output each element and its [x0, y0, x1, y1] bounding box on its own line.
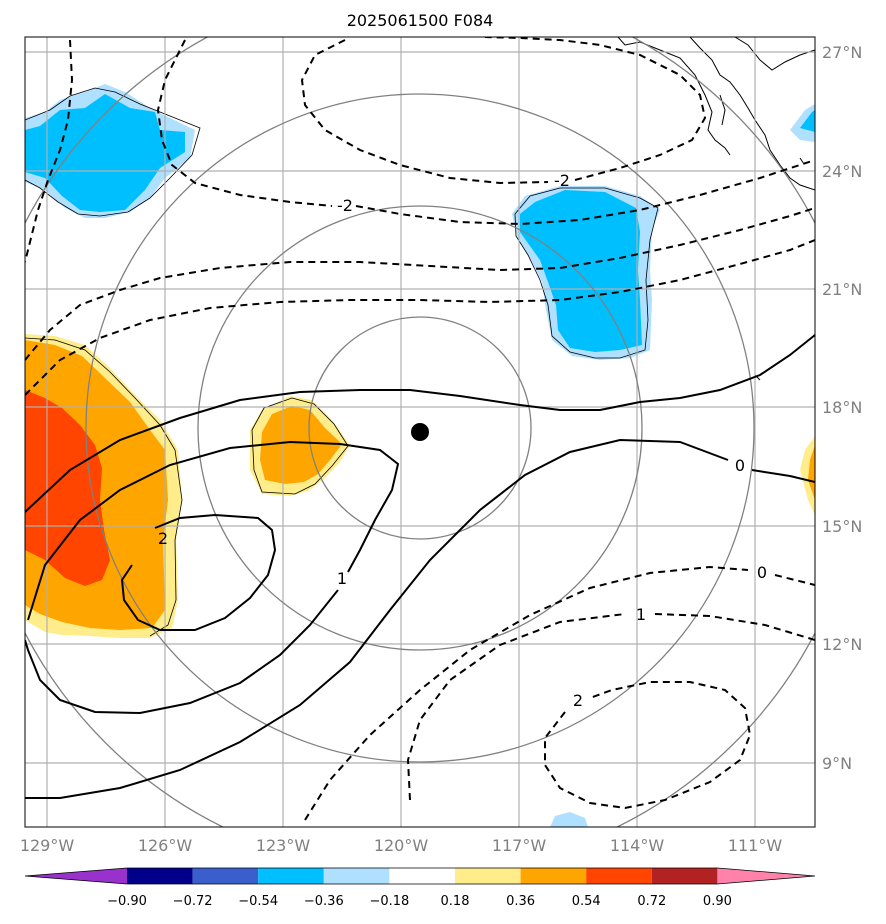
storm-center-marker: [411, 423, 429, 441]
contour-zero-solid-east: [25, 438, 729, 799]
colorbar-tick-label: −0.36: [304, 894, 344, 909]
contour-label-zero-east: 0: [735, 456, 745, 475]
y-tick-label: 24°N: [822, 162, 862, 181]
x-tick-label: 120°W: [374, 836, 429, 855]
positive-anomaly-east-edge-light: [800, 436, 815, 515]
colorbar-tick-label: 0.90: [703, 894, 732, 909]
x-tick-label: 129°W: [20, 836, 75, 855]
negative-anomaly-top-right-core: [800, 110, 815, 132]
contour-label-one-southeast: 1: [636, 605, 646, 624]
x-axis-labels: 129°W 126°W 123°W 120°W 117°W 114°W 111°…: [20, 836, 783, 855]
y-tick-label: 27°N: [822, 43, 862, 62]
x-tick-label: 114°W: [610, 836, 665, 855]
colorbar-tick-label: 0.72: [637, 894, 666, 909]
colorbar-segment: [192, 868, 259, 884]
colorbar-extend-left: [25, 868, 127, 884]
colorbar-tick-label: −0.90: [107, 894, 147, 909]
negative-anomaly-top-right: [790, 104, 815, 142]
colorbar-tick-label: 0.18: [441, 894, 470, 909]
plot-frame: [24, 36, 816, 828]
contour-two-dashed-se: [544, 681, 752, 810]
contour-neg-dashed-2: [156, 39, 333, 207]
colorbar-segment: [323, 868, 390, 884]
negative-anomaly-bottom: [550, 812, 588, 827]
negative-anomaly-northwest-outline: [25, 87, 201, 217]
negative-anomaly-east-outline: [514, 187, 659, 359]
y-tick-label: 18°N: [822, 398, 862, 417]
y-tick-label: 15°N: [822, 517, 862, 536]
x-tick-label: 126°W: [138, 836, 193, 855]
positive-anomaly-east-edge: [808, 445, 815, 500]
colorbar-segment: [389, 868, 455, 884]
colorbar-segment: [651, 868, 718, 884]
y-tick-label: 21°N: [822, 280, 862, 299]
colorbar-tick-label: 0.36: [506, 894, 535, 909]
negative-anomaly-east: [520, 190, 642, 352]
contour-one-dashed-se: [406, 613, 626, 801]
negative-anomaly-northwest: [25, 94, 185, 212]
colorbar-tick-label: −0.54: [238, 894, 278, 909]
x-tick-label: 117°W: [492, 836, 547, 855]
contour-zero-dashed-seb: [774, 574, 815, 586]
shaded-anomalies: [25, 84, 815, 827]
contour-zero-solid-eastb: [751, 469, 815, 483]
contour-label-neg2-north: -2: [337, 196, 353, 215]
x-tick-label: 111°W: [728, 836, 783, 855]
positive-anomaly-center-outline: [251, 397, 349, 495]
colorbar-tick-label: −0.18: [369, 894, 409, 909]
contour-neg-dashed-3: [300, 39, 549, 185]
contour-lines: [25, 37, 815, 821]
x-tick-label: 123°W: [256, 836, 311, 855]
contour-neg-dashed-5: [25, 239, 815, 396]
contour-labels: -2 -2 0 0 1 1 2 2: [158, 171, 767, 710]
colorbar-segment: [520, 868, 587, 884]
contour-label-zero-southeast: 0: [757, 563, 767, 582]
contour-label-one-west: 1: [337, 569, 347, 588]
contour-zero-dashed-se: [304, 565, 749, 821]
y-axis-labels: 27°N 24°N 21°N 18°N 15°N 12°N 9°N: [822, 43, 862, 773]
colorbar: −0.90 −0.72 −0.54 −0.36 −0.18 0.18 0.36 …: [24, 867, 816, 909]
colorbar-segment: [455, 868, 521, 884]
contour-two-solid-west: [120, 513, 277, 631]
contour-label-neg2-northeast: -2: [554, 171, 570, 190]
colorbar-segment: [586, 868, 652, 884]
positive-anomaly-west-core: [25, 390, 110, 586]
map-plot-area: -2 -2 0 0 1 1 2 2: [25, 37, 815, 827]
contour-zero-solid: [25, 334, 815, 513]
contour-one-dashed-seb: [654, 613, 815, 641]
colorbar-segment: [127, 868, 193, 884]
colorbar-extend-right: [717, 868, 815, 884]
colorbar-tick-label: −0.72: [173, 894, 213, 909]
gridlines: [25, 37, 815, 827]
contour-neg-dashed-4: [25, 207, 815, 361]
contour-one-solid-west: [27, 440, 400, 621]
y-tick-label: 9°N: [822, 754, 852, 773]
colorbar-tick-label: 0.54: [572, 894, 601, 909]
contour-label-two-southeast: 2: [573, 691, 583, 710]
colorbar-segment: [258, 868, 324, 884]
figure-title: 2025061500 F084: [347, 11, 494, 30]
contour-neg-dashed-2b: [355, 159, 815, 226]
positive-anomaly-center: [260, 406, 342, 484]
contour-one-solid-westb: [25, 589, 339, 715]
range-rings: [25, 37, 815, 827]
y-tick-label: 12°N: [822, 635, 862, 654]
contour-label-two-west: 2: [158, 529, 168, 548]
contour-neg-dashed-1: [25, 39, 74, 263]
